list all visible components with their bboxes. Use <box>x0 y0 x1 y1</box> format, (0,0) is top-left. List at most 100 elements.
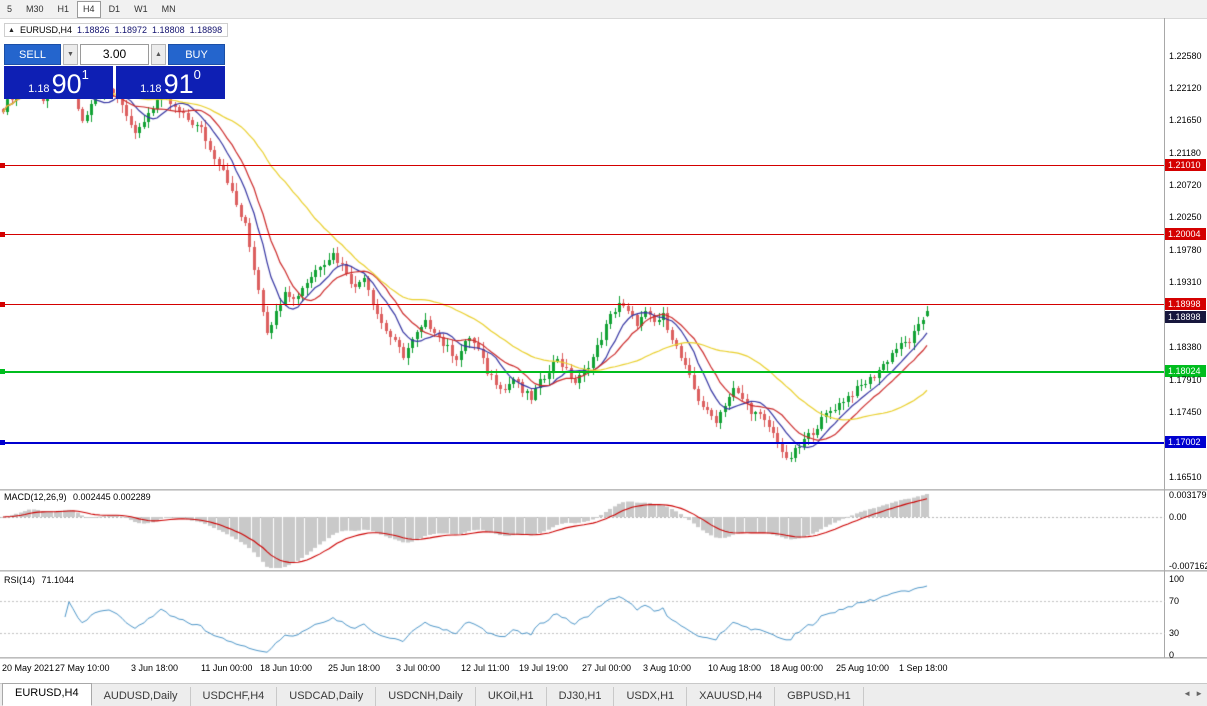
macd-label: MACD(12,26,9) 0.002445 0.002289 <box>4 492 151 502</box>
price-level-badge: 1.21010 <box>1165 159 1206 171</box>
buy-price-display[interactable]: 1.18 91 0 <box>116 66 225 99</box>
line-edge-marker <box>0 232 5 237</box>
time-axis-label: 19 Jul 19:00 <box>519 663 569 673</box>
volume-increase-button[interactable]: ▲ <box>151 44 166 65</box>
rsi-axis-label: 70 <box>1169 596 1180 606</box>
chart-ohlc-header: ▲ EURUSD,H4 1.18826 1.18972 1.18808 1.18… <box>4 23 229 37</box>
timeframe-toolbar: 5 M30 H1 H4 D1 W1 MN <box>0 0 1207 19</box>
price-axis-label: 1.21650 <box>1169 115 1202 125</box>
line-edge-marker <box>0 302 5 307</box>
chart-tab[interactable]: DJ30,H1 <box>547 687 615 706</box>
price-axis-label: 1.20250 <box>1169 212 1202 222</box>
chart-tab[interactable]: XAUUSD,H4 <box>687 687 776 706</box>
time-axis-label: 27 Jul 00:00 <box>582 663 632 673</box>
chart-tab[interactable]: USDCNH,Daily <box>376 687 476 706</box>
rsi-panel-splitter[interactable] <box>0 570 1207 572</box>
time-axis-label: 11 Jun 00:00 <box>201 663 253 673</box>
price-axis-label: 1.17450 <box>1169 407 1202 417</box>
timeframe-button[interactable]: H1 <box>57 3 70 14</box>
timeframe-button[interactable]: M30 <box>26 3 44 14</box>
line-edge-marker <box>0 369 5 374</box>
price-axis-label: 1.19310 <box>1169 277 1202 287</box>
time-axis-label: 25 Jun 18:00 <box>328 663 381 673</box>
price-level-badge: 1.20004 <box>1165 228 1206 240</box>
time-axis-label: 3 Jun 18:00 <box>131 663 179 673</box>
horizontal-line[interactable] <box>0 234 1164 235</box>
time-axis-label: 18 Jun 10:00 <box>260 663 313 673</box>
sell-price-pip-digit: 1 <box>81 67 89 82</box>
rsi-axis-label: 0 <box>1169 650 1175 660</box>
price-level-badge: 1.18024 <box>1165 365 1206 377</box>
time-axis-label: 18 Aug 00:00 <box>770 663 824 673</box>
horizontal-line[interactable] <box>0 442 1164 444</box>
ohlc-open: 1.18826 <box>76 25 110 35</box>
volume-decrease-button[interactable]: ▼ <box>63 44 78 65</box>
sell-price-display[interactable]: 1.18 90 1 <box>4 66 113 99</box>
time-axis-label: 10 Aug 18:00 <box>708 663 762 673</box>
timeframe-button-list: 5 M30 H1 H4 D1 W1 MN <box>0 0 183 18</box>
price-level-badge: 1.18998 <box>1165 298 1206 310</box>
sell-button[interactable]: SELL <box>4 44 61 65</box>
macd-canvas[interactable] <box>0 491 1165 570</box>
price-level-badge: 1.17002 <box>1165 436 1206 448</box>
price-axis-label: 1.19780 <box>1169 245 1202 255</box>
chart-tab[interactable]: AUDUSD,Daily <box>92 687 191 706</box>
chart-symbol-label: EURUSD,H4 <box>19 25 72 35</box>
timeframe-button[interactable]: D1 <box>108 3 121 14</box>
line-edge-marker <box>0 163 5 168</box>
ohlc-high: 1.18972 <box>114 25 148 35</box>
time-axis-label: 27 May 10:00 <box>55 663 110 673</box>
chart-tab-bar: EURUSD,H4 AUDUSD,Daily USDCHF,H4 USDCAD,Dai… <box>0 683 1207 706</box>
tab-scroll-left-icon[interactable]: ◄ <box>1183 689 1192 698</box>
buy-price-prefix: 1.18 <box>140 83 162 95</box>
rsi-axis-label: 30 <box>1169 628 1180 638</box>
time-axis-label: 20 May 2021 <box>2 663 55 673</box>
tab-scroll-controls: ◄ ► <box>1183 689 1203 698</box>
time-axis-label: 3 Aug 10:00 <box>643 663 692 673</box>
time-axis-label: 1 Sep 18:00 <box>899 663 948 673</box>
macd-panel-splitter[interactable] <box>0 489 1207 491</box>
macd-axis-label: 0.00 <box>1169 512 1187 522</box>
ohlc-close: 1.18898 <box>189 25 223 35</box>
chart-tab[interactable]: EURUSD,H4 <box>2 683 92 706</box>
volume-input[interactable]: 3.00 <box>80 44 149 65</box>
macd-name: MACD(12,26,9) <box>4 492 67 502</box>
rsi-name: RSI(14) <box>4 575 36 585</box>
timeframe-button[interactable]: MN <box>161 3 176 14</box>
price-axis-label: 1.22580 <box>1169 51 1202 61</box>
rsi-label: RSI(14) 71.1044 <box>4 575 74 585</box>
chart-tab[interactable]: GBPUSD,H1 <box>775 687 864 706</box>
price-axis-label: 1.17910 <box>1169 375 1202 385</box>
time-axis-label: 12 Jul 11:00 <box>461 663 510 673</box>
chart-tab[interactable]: USDX,H1 <box>614 687 688 706</box>
horizontal-line[interactable] <box>0 304 1164 305</box>
collapse-panel-icon[interactable]: ▲ <box>8 26 15 34</box>
timeframe-button[interactable]: H4 <box>77 0 101 18</box>
rsi-value: 71.1044 <box>41 575 75 585</box>
horizontal-line[interactable] <box>0 165 1164 166</box>
chart-tab[interactable]: UKOil,H1 <box>476 687 547 706</box>
chart-tab-list: EURUSD,H4 AUDUSD,Daily USDCHF,H4 USDCAD,Dai… <box>2 683 864 706</box>
timeframe-button[interactable]: 5 <box>7 3 13 14</box>
rsi-axis-label: 100 <box>1169 574 1185 584</box>
line-edge-marker <box>0 440 5 445</box>
buy-price-big-digits: 91 <box>163 69 194 99</box>
macd-values: 0.002445 0.002289 <box>73 492 151 502</box>
tab-scroll-right-icon[interactable]: ► <box>1195 689 1203 698</box>
price-axis-label: 1.21180 <box>1169 148 1201 158</box>
buy-button[interactable]: BUY <box>168 44 225 65</box>
chart-tab[interactable]: USDCHF,H4 <box>191 687 278 706</box>
sell-price-prefix: 1.18 <box>28 83 50 95</box>
one-click-trading-panel: SELL ▼ 3.00 ▲ BUY 1.18 90 1 1.18 91 0 <box>4 44 225 99</box>
price-axis-label: 1.22120 <box>1169 83 1202 93</box>
timeframe-button[interactable]: W1 <box>134 3 148 14</box>
current-price-badge: 1.18898 <box>1165 311 1206 323</box>
horizontal-line[interactable] <box>0 371 1164 373</box>
macd-axis-label: 0.003179 <box>1169 490 1207 500</box>
time-axis-label: 3 Jul 00:00 <box>396 663 441 673</box>
rsi-canvas[interactable] <box>0 572 1165 658</box>
time-axis-label: 25 Aug 10:00 <box>836 663 890 673</box>
chart-tab[interactable]: USDCAD,Daily <box>277 687 377 706</box>
time-axis[interactable]: 20 May 2021 27 May 10:00 3 Jun 18:00 11 Jun… <box>0 659 1207 683</box>
